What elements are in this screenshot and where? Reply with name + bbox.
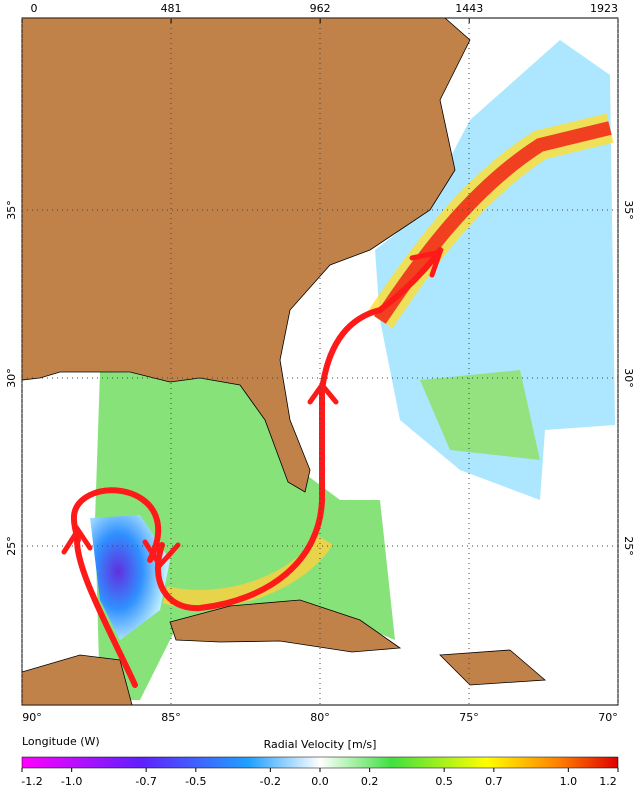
colorbar-tick-label: 0.5 [435, 775, 453, 788]
colorbar-tick-label: -0.2 [260, 775, 281, 788]
x-axis-label: Longitude (W) [22, 735, 100, 748]
yucatan-land [21, 654, 133, 706]
atlantic-green-patch [420, 370, 540, 460]
colorbar-tick-label: -1.0 [61, 775, 82, 788]
latitude-label-right: 35° [622, 200, 635, 220]
latitude-label-left: 35° [5, 200, 18, 220]
longitude-label: 80° [310, 711, 330, 724]
longitude-label: 70° [598, 711, 618, 724]
circulation-arrows [70, 247, 443, 688]
latitude-label-right: 25° [622, 536, 635, 556]
gulf-data [95, 372, 395, 700]
colorbar-tick-label: 0.2 [361, 775, 379, 788]
latitude-label-left: 25° [5, 536, 18, 556]
colorbar-tick-label: 1.2 [599, 775, 617, 788]
colorbar [21, 756, 619, 769]
latitude-label-right: 30° [622, 368, 635, 388]
north-america-land [21, 17, 471, 493]
top-tick-label: 962 [310, 2, 331, 15]
colorbar-tick-label: -0.7 [135, 775, 156, 788]
colorbar-tick-label: -0.5 [185, 775, 206, 788]
longitude-label: 85° [161, 711, 181, 724]
cuba-land [169, 599, 402, 653]
top-tick-label: 1923 [590, 2, 618, 15]
top-tick-label: 0 [31, 2, 38, 15]
top-tick-label: 481 [161, 2, 182, 15]
top-tick-label: 1443 [455, 2, 483, 15]
colorbar-tick-label: 0.0 [311, 775, 329, 788]
colorbar-tick-label: -1.2 [21, 775, 42, 788]
longitude-label: 90° [22, 711, 42, 724]
arrow-heads [61, 248, 444, 570]
colorbar-title: Radial Velocity [m/s] [264, 738, 377, 751]
colorbar-tick-label: 1.0 [560, 775, 578, 788]
longitude-label: 75° [459, 711, 479, 724]
hispaniola-land [439, 649, 547, 686]
colorbar-tick-label: 0.7 [485, 775, 503, 788]
latitude-label-left: 30° [5, 368, 18, 388]
